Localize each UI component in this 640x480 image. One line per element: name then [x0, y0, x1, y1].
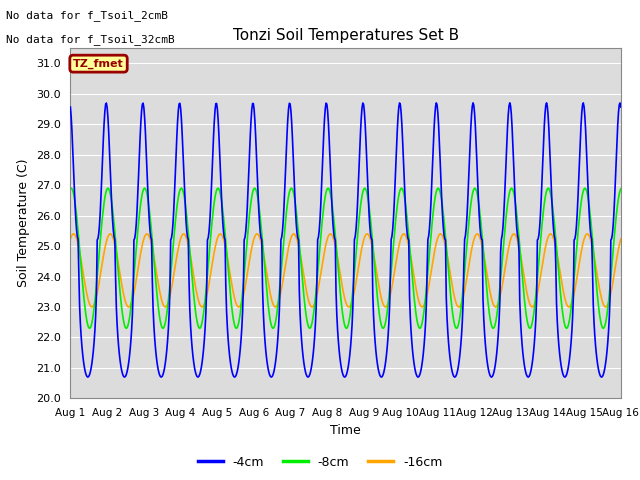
Text: TZ_fmet: TZ_fmet	[73, 59, 124, 69]
Text: No data for f_Tsoil_2cmB: No data for f_Tsoil_2cmB	[6, 10, 168, 21]
Text: No data for f_Tsoil_32cmB: No data for f_Tsoil_32cmB	[6, 34, 175, 45]
Legend: -4cm, -8cm, -16cm: -4cm, -8cm, -16cm	[193, 451, 447, 474]
X-axis label: Time: Time	[330, 424, 361, 437]
Title: Tonzi Soil Temperatures Set B: Tonzi Soil Temperatures Set B	[232, 28, 459, 43]
Y-axis label: Soil Temperature (C): Soil Temperature (C)	[17, 159, 30, 288]
